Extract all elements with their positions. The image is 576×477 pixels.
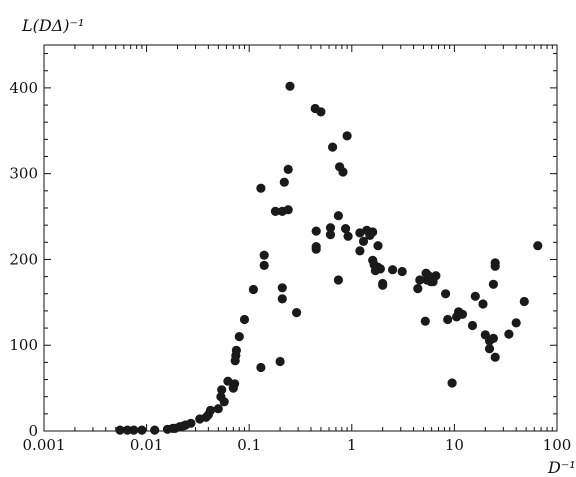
y-tick-label: 0 xyxy=(28,422,38,440)
x-tick-label: 10 xyxy=(445,436,464,454)
data-point xyxy=(270,206,280,216)
data-point xyxy=(413,284,423,294)
x-tick-label: 100 xyxy=(543,436,572,454)
data-point xyxy=(338,167,348,177)
data-point xyxy=(441,289,451,299)
data-point xyxy=(217,385,227,395)
data-point xyxy=(234,332,244,342)
data-point xyxy=(373,241,383,251)
data-point xyxy=(415,275,425,285)
data-point xyxy=(283,205,293,215)
data-point xyxy=(375,264,385,274)
data-point xyxy=(129,425,139,435)
data-point xyxy=(213,404,223,414)
data-point xyxy=(431,271,441,281)
x-tick-label: 0.1 xyxy=(237,436,261,454)
data-point xyxy=(248,284,258,295)
data-point xyxy=(325,223,336,233)
y-tick-label: 200 xyxy=(9,250,38,268)
data-point xyxy=(285,81,295,91)
data-point xyxy=(490,258,500,268)
data-point xyxy=(378,280,388,290)
data-point xyxy=(256,362,266,373)
x-tick-label: 0.01 xyxy=(130,436,163,454)
data-point xyxy=(311,226,321,236)
data-point xyxy=(488,279,498,289)
data-point xyxy=(457,309,468,319)
data-point xyxy=(443,314,453,325)
axes: 0 100 200 300 400 0.001 0.01 0.1 1 10 100 xyxy=(9,44,572,454)
data-point xyxy=(219,397,229,407)
data-point xyxy=(342,131,352,141)
data-point xyxy=(283,164,293,174)
x-axis-label: D⁻¹ xyxy=(547,458,576,477)
data-point xyxy=(328,142,338,152)
data-point xyxy=(511,318,521,328)
data-point xyxy=(343,231,353,241)
data-point xyxy=(355,246,365,256)
data-point xyxy=(490,352,500,362)
data-point xyxy=(519,296,529,307)
x-tick-label: 1 xyxy=(347,436,357,454)
data-point xyxy=(239,314,250,325)
y-axis-label: L(DΔ)⁻¹ xyxy=(21,16,84,35)
data-point xyxy=(478,299,488,309)
data-point xyxy=(186,418,196,428)
data-point xyxy=(484,344,495,354)
x-tick-label: 0.001 xyxy=(23,436,66,454)
data-point xyxy=(231,345,241,355)
data-point xyxy=(368,227,378,237)
data-point xyxy=(341,224,351,234)
data-point xyxy=(470,291,480,301)
data-point xyxy=(259,250,269,260)
data-point xyxy=(150,425,160,435)
data-point xyxy=(333,275,343,285)
y-tick-label: 100 xyxy=(9,336,38,354)
data-point xyxy=(292,308,302,318)
data-point xyxy=(333,211,343,221)
data-point xyxy=(275,356,285,367)
data-point xyxy=(325,230,336,240)
data-point xyxy=(504,329,514,339)
data-point xyxy=(122,425,132,435)
data-point xyxy=(230,379,240,389)
data-point xyxy=(447,378,457,388)
data-point xyxy=(488,333,498,343)
data-point xyxy=(420,316,430,326)
data-point xyxy=(397,266,407,277)
data-point xyxy=(316,107,326,117)
data-point xyxy=(533,241,543,251)
y-tick-label: 300 xyxy=(9,165,38,183)
plot-frame xyxy=(43,44,558,432)
data-point xyxy=(311,242,321,252)
data-point xyxy=(355,228,365,238)
data-point xyxy=(388,265,398,275)
data-point xyxy=(467,320,478,331)
data-point xyxy=(115,425,125,435)
data-point xyxy=(358,236,369,246)
data-point xyxy=(259,260,269,270)
data-point xyxy=(279,177,289,187)
data-point xyxy=(205,405,216,415)
y-tick-label: 400 xyxy=(9,79,38,97)
data-point xyxy=(277,283,287,293)
data-points xyxy=(115,81,543,435)
data-point xyxy=(256,183,266,193)
data-point xyxy=(137,425,147,435)
data-point xyxy=(277,294,287,304)
